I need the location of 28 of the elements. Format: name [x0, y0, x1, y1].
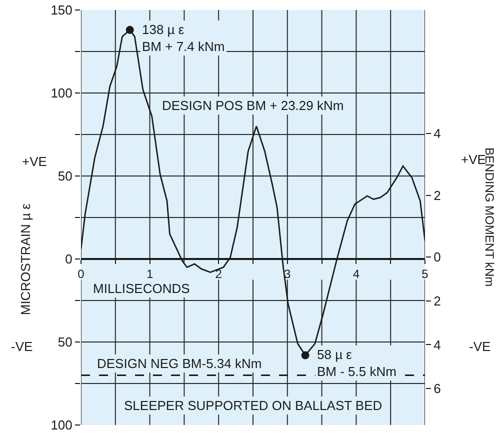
annotation: 58 µ ε BM - 5.5 kNm [317, 347, 396, 379]
y3-tick-label: 2 [434, 293, 441, 308]
y-tick-label: 50 [58, 334, 72, 350]
annotation: DESIGN POS BM + 23.29 kNm [162, 98, 344, 113]
y3-tick-label: 4 [434, 337, 441, 352]
y-tick-label: 50 [58, 168, 72, 184]
y-axis-title: MICROSTRAIN µ ε [18, 203, 34, 316]
y-tick-label: 150 [50, 2, 72, 18]
y2-tick-label: 2 [434, 188, 441, 203]
annotation: 138 µ ε BM + 7.4 kNm [142, 22, 225, 54]
text: -VE [469, 339, 491, 354]
x-tick-label: 1 [146, 267, 154, 282]
text: -VE [11, 339, 33, 354]
y-tick-label: 0 [65, 252, 72, 267]
x-tick-label: 4 [352, 267, 360, 282]
y2-tick-label: 0 [434, 250, 441, 265]
annotation: SLEEPER SUPPORTED ON BALLAST BED [124, 398, 382, 413]
x-axis-title: MILLISECONDS [93, 281, 190, 296]
text: +VE [22, 154, 48, 169]
y-tick-label: 100 [50, 86, 72, 101]
y-tick-label: 100 [50, 418, 72, 433]
x-tick-label: 0 [78, 267, 85, 282]
x-tick-label: 5 [422, 267, 429, 282]
y3-tick-label: 6 [434, 381, 441, 396]
x-tick-label: 2 [215, 267, 222, 282]
ref-line-label: DESIGN NEG BM-5.34 kNm [97, 356, 262, 371]
x-tick-label: 3 [284, 267, 292, 282]
y2-tick-label: 4 [434, 126, 441, 142]
